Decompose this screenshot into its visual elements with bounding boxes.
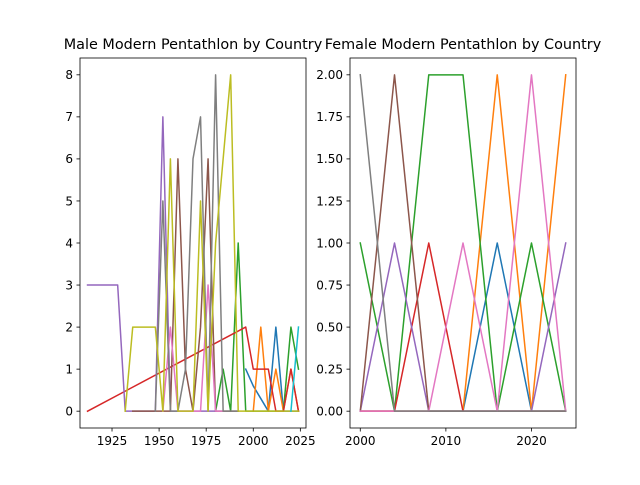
male-y-axis-ticks: 0 1 2 3 4 5 6 7 8: [65, 68, 80, 418]
male-series-line-8: [154, 74, 239, 412]
male-chart-title: Male Modern Pentathlon by Country: [64, 37, 323, 53]
female-chart-panel: Female Modern Pentathlon by Country 2000…: [316, 37, 601, 448]
female-y-tick-label: 1.50: [316, 152, 343, 166]
male-y-tick-label: 3: [65, 278, 73, 292]
male-x-tick-label: 2025: [285, 434, 316, 448]
male-y-tick-label: 4: [65, 236, 73, 250]
female-series-layer: [359, 73, 567, 413]
female-y-tick-label: 1.00: [316, 236, 343, 250]
male-x-tick-label: 1975: [191, 434, 222, 448]
female-y-tick-label: 0.75: [316, 278, 343, 292]
male-series-line-10: [290, 326, 300, 412]
female-y-tick-label: 0.00: [316, 404, 343, 418]
female-chart-title: Female Modern Pentathlon by Country: [325, 37, 602, 53]
male-x-tick-label: 2000: [238, 434, 269, 448]
female-x-tick-label: 2010: [431, 434, 462, 448]
male-y-tick-label: 2: [65, 320, 73, 334]
male-series-layer: [86, 74, 300, 413]
female-x-tick-label: 2020: [516, 434, 547, 448]
female-y-tick-label: 0.25: [316, 362, 343, 376]
female-y-tick-label: 1.75: [316, 110, 343, 124]
female-x-tick-label: 2000: [345, 434, 376, 448]
male-y-tick-label: 7: [65, 110, 73, 124]
male-x-tick-label: 1925: [97, 434, 128, 448]
male-series-line-9: [124, 74, 300, 412]
male-series-line-4: [86, 326, 300, 413]
male-y-tick-label: 6: [65, 152, 73, 166]
male-x-axis-ticks: 1925 1950 1975 2000 2025: [97, 428, 316, 448]
male-y-tick-label: 1: [65, 362, 73, 376]
male-chart-panel: Male Modern Pentathlon by Country 1925 19…: [64, 37, 323, 448]
male-x-tick-label: 1950: [144, 434, 175, 448]
male-y-tick-label: 0: [65, 404, 73, 418]
female-series-line-8: [359, 73, 567, 412]
male-plot-frame: [79, 57, 307, 429]
male-y-tick-label: 5: [65, 194, 73, 208]
female-y-axis-ticks: 0.00 0.25 0.50 0.75 1.00 1.25 1.50 1.75 2.00: [316, 68, 350, 418]
female-x-axis-ticks: 2000 2010 2020: [345, 428, 547, 448]
female-plot-frame: [349, 57, 577, 429]
female-y-tick-label: 1.25: [316, 194, 343, 208]
male-y-tick-label: 8: [65, 68, 73, 82]
female-y-tick-label: 0.50: [316, 320, 343, 334]
female-y-tick-label: 2.00: [316, 68, 343, 82]
